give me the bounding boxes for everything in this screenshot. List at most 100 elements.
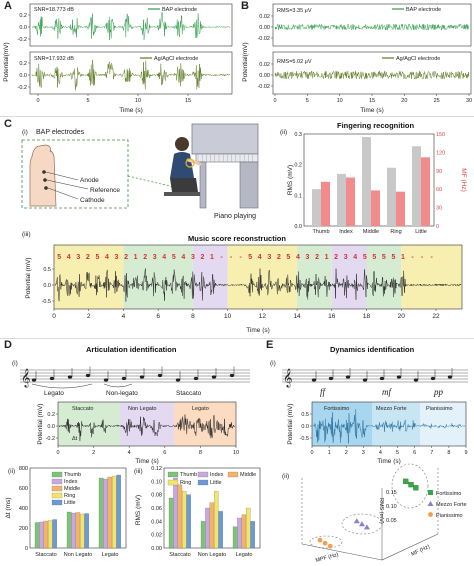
signal-trace	[54, 268, 462, 302]
finger-ylabel-left: RMS (mV)	[287, 165, 294, 195]
score-note: 4	[162, 254, 166, 261]
diii-legend-swatch	[227, 471, 239, 478]
diii-ytick: 0.12	[151, 466, 162, 472]
staccato-label: Staccato	[176, 390, 202, 397]
scatter-legend-label: Fortissimo	[436, 491, 461, 497]
articulation-series	[58, 414, 236, 441]
panel-d-letter: D	[4, 339, 12, 351]
score-segment	[297, 245, 332, 309]
finger-left-tick: 0.3	[294, 132, 302, 138]
signal-trace	[312, 409, 466, 444]
b-top-ytick: 0.00	[259, 25, 270, 31]
axis-mpf-label: MPF (Hz)	[315, 552, 339, 564]
note-head	[85, 373, 91, 378]
signal-trace	[58, 414, 236, 441]
axis-rms-label: RMS (mV)	[378, 498, 384, 524]
panel-c: (i) BAP electrodes Anode Reference Catho…	[21, 121, 467, 334]
signal-trace	[274, 70, 470, 80]
dyn-ff: ff	[320, 387, 327, 397]
score-note: 3	[76, 254, 80, 261]
score-note: 4	[353, 254, 357, 261]
b-xtick: 10	[337, 98, 343, 104]
scatter-point-ff	[403, 478, 409, 485]
note-head	[121, 376, 127, 381]
panel-a-top-stat: SNR=18.773 dB	[34, 7, 74, 13]
b-xtick: 15	[369, 98, 375, 104]
score-note: 4	[67, 254, 71, 261]
note-head	[103, 378, 109, 382]
score-xtick: 20	[398, 313, 406, 320]
mf-bar	[421, 157, 430, 226]
panel-e-i-label: (i)	[270, 360, 276, 367]
scatter-3d-axes	[301, 463, 439, 561]
diii-bar	[205, 507, 210, 549]
dyn-mf: mf	[382, 387, 392, 397]
d-ylabel: Potential (mV)	[37, 403, 44, 444]
panel-c-ii-label: (ii)	[280, 129, 287, 136]
note-head	[157, 373, 163, 378]
score-note: 5	[363, 254, 367, 261]
panel-b-top-legend: BAP electrode	[406, 7, 441, 13]
dii-bar	[34, 522, 40, 549]
diii-ytick: 0.02	[151, 533, 162, 539]
e-xtick: 9	[464, 450, 467, 456]
note-head	[139, 375, 145, 379]
score-series	[54, 268, 462, 302]
dii-legend-label: Index	[64, 479, 78, 485]
note-head	[345, 375, 351, 379]
panel-c-iii-label: (iii)	[22, 231, 31, 238]
score-note: 3	[153, 254, 157, 261]
reference-dot	[43, 178, 47, 182]
score-xtick: 22	[432, 313, 440, 320]
articulation-staff: 𝄞	[20, 366, 250, 389]
clef-icon: 𝄞	[283, 368, 292, 388]
a-xtick: 0	[36, 98, 39, 104]
panel-d-i-label: (i)	[12, 360, 18, 367]
d-ytick: 0.0	[47, 424, 55, 430]
piano-illustration	[164, 123, 259, 209]
panel-b-top-stat: RMS=3.35 μV	[277, 8, 312, 14]
score-note: 4	[258, 254, 262, 261]
panel-d: Articulation identification (i) 𝄞 Legato…	[5, 345, 261, 558]
b-bot-ytick: -0.02	[257, 84, 270, 90]
score-note: 3	[344, 254, 348, 261]
rms-bar	[312, 189, 321, 226]
d-xtick: 4	[128, 450, 131, 456]
dii-legend-swatch	[51, 478, 63, 485]
score-xtick: 12	[259, 313, 267, 320]
score-note: 2	[334, 254, 338, 261]
finger-category: Little	[415, 229, 427, 235]
finger-ylabel-right: MF (Hz)	[460, 168, 467, 191]
score-note: 5	[57, 254, 61, 261]
score-xtick: 8	[191, 313, 195, 320]
d-xtick: 6	[163, 450, 166, 456]
clef-icon: 𝄞	[21, 368, 30, 388]
diii-bar	[168, 497, 174, 549]
score-xtick: 14	[293, 313, 301, 320]
seg-legato-label: Legato	[192, 406, 209, 412]
dii-bar	[52, 519, 57, 549]
panel-c-inset-box	[21, 139, 129, 209]
diii-bar	[209, 502, 215, 549]
panel-b-xlabel: Time (s)	[360, 107, 384, 114]
score-note: 5	[372, 254, 376, 261]
e-xtick: 2	[345, 450, 348, 456]
note-head	[396, 375, 402, 379]
diii-legend-label: Middle	[240, 472, 256, 478]
finger-right-tick: 150	[436, 132, 445, 138]
finger-left-tick: 0.2	[294, 163, 302, 169]
delta-t-label: Δt	[72, 436, 78, 442]
note-head	[229, 373, 235, 378]
scatter-point-pp	[317, 537, 323, 543]
score-note: -	[220, 254, 223, 261]
signal-trace	[31, 59, 231, 91]
panel-a-letter: A	[4, 0, 12, 12]
d-xtick: 2	[92, 450, 95, 456]
score-note: 4	[105, 254, 109, 261]
rms-bar	[412, 146, 421, 226]
finger-left-tick: 0.1	[294, 193, 302, 199]
seg-mf	[372, 402, 420, 446]
rms-bar	[362, 137, 371, 226]
dii-ytick: 0	[25, 546, 28, 552]
dii-bar	[112, 475, 117, 549]
